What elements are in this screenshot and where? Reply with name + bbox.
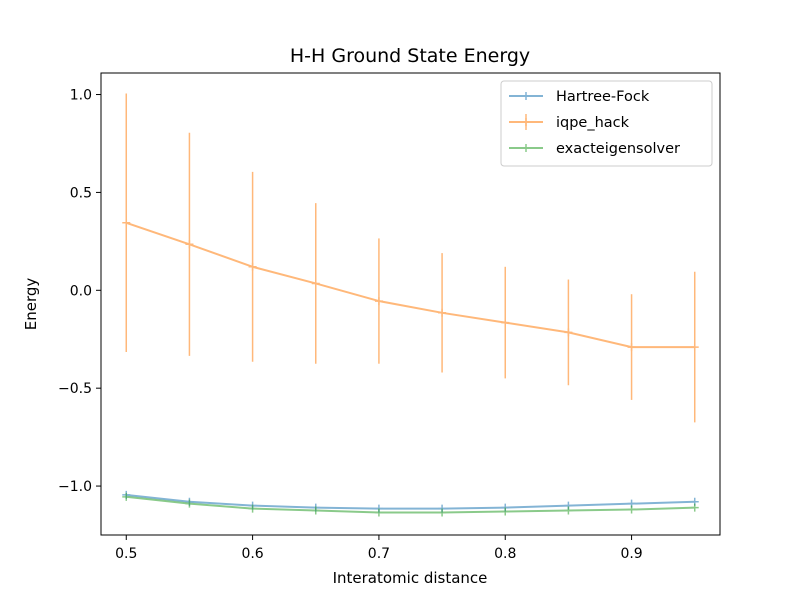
x-tick-label: 0.8 [494,546,516,562]
data-point-iqpe-hack [248,262,257,271]
plot-frame [100,72,721,536]
series-line-exacteigensolver [126,495,695,514]
data-point-iqpe-hack [374,297,383,306]
data-point-iqpe-hack [690,343,699,352]
legend-swatch-iqpe-hack [509,114,543,130]
data-point-iqpe-hack [185,240,194,249]
plot-area [122,93,699,517]
legend-swatch-exacteigensolver [509,144,543,152]
legend-entry-iqpe-hack: iqpe_hack [509,114,630,131]
data-point-exacteigensolver [122,492,131,501]
legend-entry-hartree-fock: Hartree-Fock [509,89,650,105]
y-tick-label: −1.0 [58,479,92,495]
legend-entry-exacteigensolver: exacteigensolver [509,141,680,157]
data-point-exacteigensolver [438,508,447,517]
legend-box [500,80,713,167]
y-tick-label: 0.5 [70,185,92,201]
data-point-exacteigensolver [627,505,636,514]
data-point-exacteigensolver [690,503,699,512]
legend-label-exacteigensolver: exacteigensolver [556,141,680,157]
legend-label-iqpe-hack: iqpe_hack [556,115,630,131]
data-point-iqpe-hack [122,218,131,227]
x-tick-label: 0.6 [241,546,263,562]
x-tick-label: 0.5 [115,546,137,562]
x-tick-label: 0.7 [368,546,390,562]
data-point-exacteigensolver [501,507,510,516]
y-tick-label: −0.5 [58,381,92,397]
data-point-exacteigensolver [185,499,194,508]
legend-marker-hartree-fock [522,92,530,100]
data-point-iqpe-hack [627,343,636,352]
axes: 0.5 0.6 0.7 0.8 0.9 −1.0 −0.5 0.0 0.5 1.0 [58,88,643,562]
data-point-exacteigensolver [311,506,320,515]
data-point-iqpe-hack [311,279,320,288]
data-point-iqpe-hack [438,308,447,317]
chart-title: H-H Ground State Energy [290,45,530,67]
series-line-hartree-fock [126,493,695,510]
data-point-exacteigensolver [248,504,257,513]
series-iqpe-hack [122,93,699,423]
legend-swatch-hartree-fock [509,92,543,100]
y-tick-label: 1.0 [70,88,92,104]
y-axis-label: Energy [22,278,40,331]
x-tick-label: 0.9 [620,546,642,562]
data-point-iqpe-hack [501,318,510,327]
legend-label-hartree-fock: Hartree-Fock [556,89,650,105]
y-tick-label: 0.0 [70,283,92,299]
data-point-iqpe-hack [564,328,573,337]
series-line-iqpe-hack [125,221,695,349]
series-exacteigensolver [122,492,699,517]
legend: Hartree-Fock iqpe_hack exacteigensolver [500,80,713,167]
legend-marker-exacteigensolver [522,144,530,152]
legend-marker-iqpe-hack [522,118,530,126]
x-axis-label: Interatomic distance [333,569,488,587]
data-point-exacteigensolver [564,506,573,515]
data-point-exacteigensolver [374,508,383,517]
